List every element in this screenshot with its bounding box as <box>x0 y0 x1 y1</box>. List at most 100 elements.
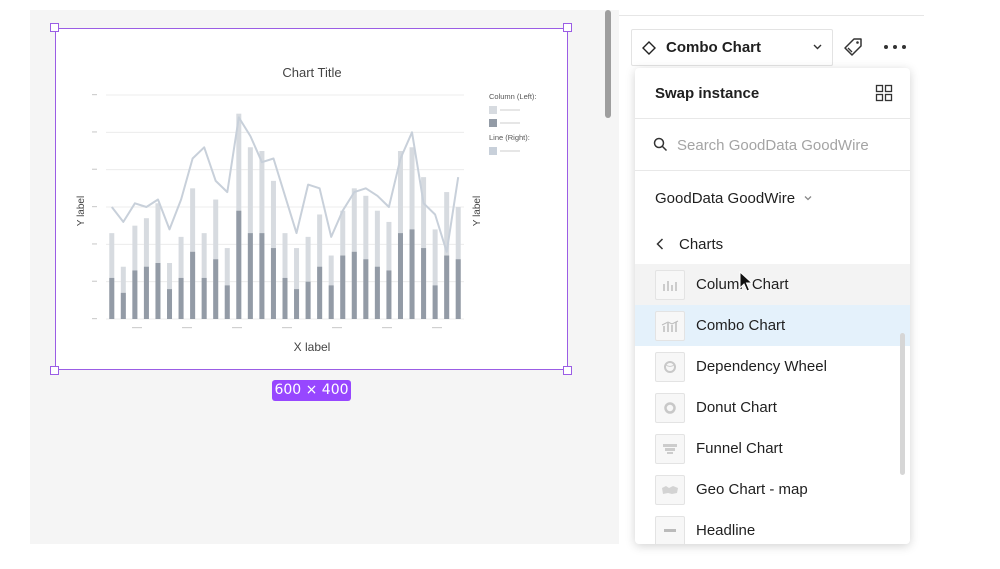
dot-icon <box>893 45 897 49</box>
bar-column-dark <box>236 210 242 319</box>
bar-column-light <box>201 233 207 319</box>
bar-column-dark <box>432 285 438 319</box>
donut-chart-icon <box>655 392 685 423</box>
x-tick <box>132 327 142 329</box>
bar-column-dark <box>340 255 346 319</box>
bar-column-light <box>363 195 369 319</box>
chart-title: Chart Title <box>282 65 341 80</box>
list-item-geo-chart-map[interactable]: Geo Chart - map <box>635 469 910 510</box>
x-ticks <box>132 327 442 329</box>
bar-column-dark <box>259 233 265 319</box>
bar-column-dark <box>444 255 450 319</box>
more-options-button[interactable] <box>882 38 908 56</box>
chevron-down-icon <box>804 196 812 201</box>
y-tick <box>92 280 97 282</box>
headline-icon <box>655 515 685 544</box>
x-axis-label: X label <box>294 340 331 354</box>
legend-entry-placeholder <box>500 122 520 124</box>
legend-line-group-label: Line (Right): <box>489 133 530 142</box>
variant-tag-icon[interactable] <box>842 36 864 58</box>
list-item-label: Funnel Chart <box>696 440 783 457</box>
legend-swatch-line <box>489 147 497 155</box>
library-dropdown[interactable]: GoodData GoodWire <box>655 188 813 208</box>
bar-column-dark <box>213 259 219 319</box>
popup-header: Swap instance <box>635 68 910 119</box>
bar-column-dark <box>247 233 253 319</box>
y-axis-left-label: Y label <box>76 196 87 226</box>
instance-selector[interactable]: Combo Chart <box>631 29 833 66</box>
list-item-label: Geo Chart - map <box>696 481 808 498</box>
folder-breadcrumb[interactable]: Charts <box>655 233 723 255</box>
list-item-label: Headline <box>696 522 756 539</box>
y-ticks <box>92 94 97 320</box>
list-item-headline[interactable]: Headline <box>635 510 910 544</box>
legend-entry-placeholder <box>500 150 520 152</box>
y-tick <box>92 94 97 96</box>
bar-column-dark <box>109 277 115 319</box>
search-row <box>635 119 910 171</box>
bar-column-light <box>374 210 380 319</box>
line-series <box>111 116 460 253</box>
resize-handle-top-left[interactable] <box>50 23 59 32</box>
combo-chart-icon <box>655 310 685 341</box>
column-chart-icon <box>655 269 685 300</box>
list-item-donut-chart[interactable]: Donut Chart <box>635 387 910 428</box>
resize-handle-bottom-right[interactable] <box>563 366 572 375</box>
list-item-funnel-chart[interactable]: Funnel Chart <box>635 428 910 469</box>
dot-icon <box>902 45 906 49</box>
list-scrollbar[interactable] <box>900 333 905 475</box>
mouse-cursor-icon <box>739 271 753 292</box>
component-instance-icon <box>642 40 656 55</box>
canvas-scrollbar-thumb[interactable] <box>605 10 611 118</box>
bar-column-light <box>305 236 311 319</box>
bar-column-dark <box>224 285 230 319</box>
column-series <box>109 113 461 320</box>
x-tick <box>182 327 192 329</box>
frame-size-badge: 600 × 400 <box>272 380 351 401</box>
bar-column-dark <box>155 263 161 319</box>
geo-map-icon <box>655 474 685 505</box>
bar-column-dark <box>317 266 323 319</box>
resize-handle-top-right[interactable] <box>563 23 572 32</box>
instance-name: Combo Chart <box>666 39 761 56</box>
bar-column-dark <box>132 270 138 319</box>
list-item-label: Combo Chart <box>696 317 786 334</box>
bar-column-light <box>109 233 115 319</box>
bar-column-light <box>155 203 161 319</box>
bar-column-dark <box>201 277 207 319</box>
list-item-combo-chart[interactable]: Combo Chart <box>635 305 910 346</box>
canvas-scrollbar[interactable] <box>603 10 619 544</box>
bar-column-dark <box>328 285 334 319</box>
bar-column-light <box>224 248 230 319</box>
chart-frame[interactable]: Chart Title X label Y label Y label Colu… <box>55 28 568 370</box>
grid-view-icon[interactable] <box>875 84 893 102</box>
chevron-down-icon <box>813 44 822 50</box>
resize-handle-bottom-left[interactable] <box>50 366 59 375</box>
y-tick <box>92 318 97 320</box>
library-name: GoodData GoodWire <box>655 189 796 207</box>
x-tick <box>232 327 242 329</box>
list-item-label: Dependency Wheel <box>696 358 827 375</box>
component-list: Column Chart Combo Chart Dependency Whee… <box>635 264 910 544</box>
search-input[interactable] <box>677 134 897 156</box>
y-axis-right-label: Y label <box>472 196 483 226</box>
funnel-chart-icon <box>655 433 685 464</box>
folder-name: Charts <box>679 235 724 253</box>
x-tick <box>432 327 442 329</box>
bar-column-dark <box>397 233 403 319</box>
list-item-column-chart[interactable]: Column Chart <box>635 264 910 305</box>
swap-instance-popup: Swap instance GoodData GoodWire Charts <box>635 68 910 544</box>
legend-swatch-column-light <box>489 106 497 114</box>
chevron-left-icon[interactable] <box>655 237 665 251</box>
combo-chart: Chart Title X label Y label Y label Colu… <box>76 65 537 354</box>
bar-column-dark <box>294 289 300 319</box>
bar-column-dark <box>305 281 311 319</box>
bar-column-light <box>294 248 300 319</box>
bar-column-dark <box>455 259 461 319</box>
list-item-dependency-wheel[interactable]: Dependency Wheel <box>635 346 910 387</box>
bar-column-dark <box>190 251 196 319</box>
dependency-wheel-icon <box>655 351 685 382</box>
bar-column-dark <box>282 277 288 319</box>
bar-column-light <box>444 192 450 319</box>
bar-column-dark <box>363 259 369 319</box>
